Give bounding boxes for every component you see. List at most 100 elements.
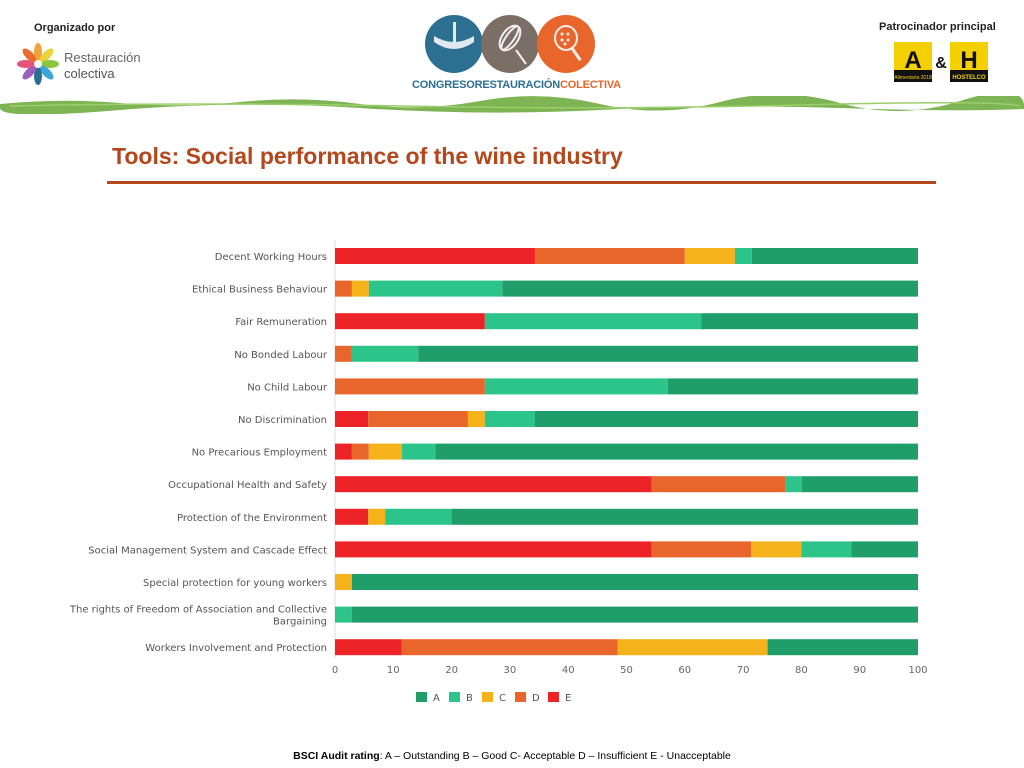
footer-label: BSCI Audit rating	[293, 750, 380, 762]
bar-row: Protection of the Environment	[177, 508, 918, 525]
bar-segment-a	[801, 476, 918, 493]
bar-segment-d	[651, 476, 786, 493]
x-tick-label: 90	[853, 665, 866, 676]
bar-row: Decent Working Hours	[215, 248, 919, 264]
bar-segment-c	[368, 508, 386, 525]
legend-label: C	[499, 693, 506, 704]
legend-swatch	[482, 692, 493, 702]
bar-segment-a	[767, 639, 918, 656]
bar-segment-c	[368, 443, 403, 460]
x-tick-label: 80	[795, 665, 808, 676]
organizer-name-line2: colectiva	[64, 66, 115, 81]
category-label: No Bonded Labour	[234, 350, 328, 361]
bar-segment-a	[534, 411, 918, 427]
bar-segment-a	[502, 280, 918, 297]
bar-segment-a	[435, 443, 918, 460]
category-label: Decent Working Hours	[215, 252, 327, 263]
category-label: No Child Labour	[247, 382, 328, 393]
bar-segment-e	[335, 443, 352, 460]
bar-row: Occupational Health and Safety	[168, 476, 918, 493]
footer-text: : A – Outstanding B – Good C- Acceptable…	[379, 750, 731, 762]
congress-name-part1: CONGRESORESTAURACIÓN	[412, 79, 560, 91]
bar-segment-d	[351, 443, 369, 460]
bar-row: Social Management System and Cascade Eff…	[88, 541, 918, 558]
title-underline	[107, 181, 936, 184]
bar-segment-d	[651, 541, 752, 558]
x-tick-label: 60	[678, 665, 691, 676]
legend-swatch	[548, 692, 559, 702]
x-tick-label: 70	[737, 665, 750, 676]
x-tick-label: 50	[620, 665, 633, 676]
bar-segment-c	[335, 574, 352, 590]
organizer-flower-logo-icon	[17, 43, 59, 85]
bar-segment-a	[667, 378, 918, 395]
bar-segment-a	[751, 248, 919, 264]
category-label: The rights of Freedom of Association and…	[69, 605, 327, 628]
bar-segment-d	[335, 345, 352, 362]
congress-name: CONGRESORESTAURACIÓNCOLECTIVA	[412, 79, 621, 91]
bar-segment-d	[401, 639, 618, 656]
bar-segment-b	[368, 280, 503, 297]
bar-segment-e	[335, 508, 369, 525]
bar-segment-a	[418, 345, 918, 362]
category-label: Workers Involvement and Protection	[145, 643, 327, 654]
legend-item-b: B	[449, 692, 473, 704]
category-label: Protection of the Environment	[177, 513, 327, 524]
bar-segment-b	[335, 606, 352, 623]
category-label: Ethical Business Behaviour	[192, 285, 328, 296]
bar-segment-e	[335, 248, 535, 264]
category-label: Special protection for young workers	[143, 578, 327, 589]
organizer-name-line1: Restauración	[64, 50, 141, 65]
bar-segment-b	[402, 443, 436, 460]
header-brush-divider	[0, 96, 1024, 114]
legend-label: E	[565, 693, 571, 704]
sponsor-label: Patrocinador principal	[879, 21, 996, 33]
rating-legend-footer: BSCI Audit rating: A – Outstanding B – G…	[0, 750, 1024, 762]
bar-segment-b	[385, 508, 452, 525]
sponsor-logo-letter-a: A	[904, 47, 921, 74]
bar-segment-b	[734, 248, 752, 264]
bar-row: No Bonded Labour	[234, 345, 918, 362]
bar-segment-e	[335, 411, 369, 427]
congress-logo-icon	[425, 15, 595, 73]
legend-label: B	[466, 693, 473, 704]
category-label: Fair Remuneration	[235, 317, 327, 328]
bar-segment-c	[351, 280, 369, 297]
bar-segment-e	[335, 541, 652, 558]
bar-segment-c	[467, 411, 485, 427]
category-label: No Discrimination	[238, 415, 327, 426]
bar-segment-b	[484, 411, 535, 427]
bar-segment-b	[785, 476, 802, 493]
legend-label: A	[433, 693, 440, 704]
x-tick-label: 40	[562, 665, 575, 676]
bar-segment-a	[451, 508, 918, 525]
bar-segment-c	[751, 541, 802, 558]
category-label: No Precarious Employment	[192, 448, 327, 459]
bar-segment-d	[534, 248, 685, 264]
bar-segment-e	[335, 476, 652, 493]
category-label: Social Management System and Cascade Eff…	[88, 545, 327, 556]
bar-row: Fair Remuneration	[235, 313, 918, 330]
bar-row: No Precarious Employment	[192, 443, 918, 460]
bar-segment-e	[335, 313, 485, 330]
sponsor-logo-sub-a: Alimentaria 2018	[894, 75, 932, 81]
bar-segment-a	[351, 574, 918, 590]
legend-item-c: C	[482, 692, 506, 704]
bar-segment-a	[351, 606, 918, 623]
organizer-label: Organizado por	[34, 22, 116, 34]
bar-segment-b	[484, 313, 702, 330]
bar-segment-c	[684, 248, 735, 264]
sponsor-logo-icon: A Alimentaria 2018 & H HOSTELCO	[894, 42, 988, 82]
congress-name-part2: COLECTIVA	[559, 79, 621, 91]
bar-row: Workers Involvement and Protection	[145, 639, 918, 656]
legend-item-d: D	[515, 692, 540, 704]
page-title: Tools: Social performance of the wine in…	[112, 143, 623, 169]
legend-swatch	[416, 692, 427, 702]
bar-segment-d	[335, 280, 352, 297]
bar-segment-c	[617, 639, 768, 656]
x-tick-label: 100	[908, 665, 927, 676]
sponsor-logo-letter-h: H	[960, 47, 977, 74]
x-tick-label: 0	[332, 665, 338, 676]
bar-row: Special protection for young workers	[143, 574, 918, 590]
